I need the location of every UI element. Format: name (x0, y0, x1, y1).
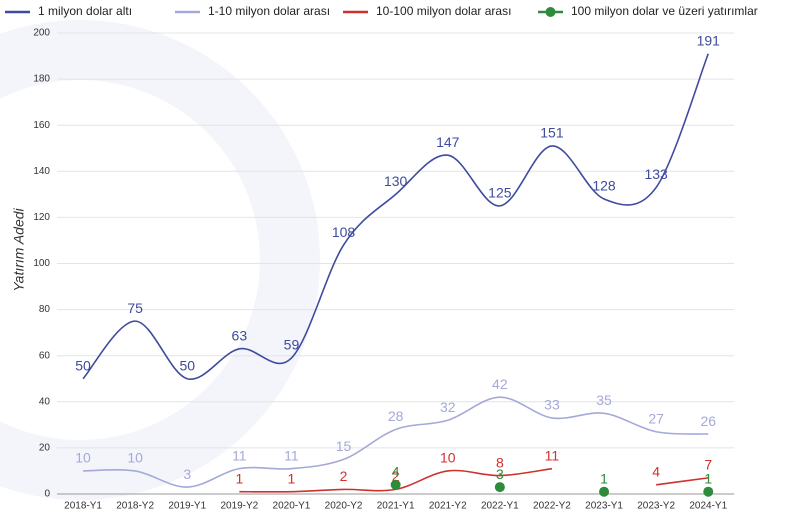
data-label: 63 (232, 327, 248, 343)
data-label: 1 (600, 470, 608, 486)
data-label: 75 (127, 300, 143, 316)
data-label: 191 (697, 32, 721, 48)
legend-marker (545, 7, 556, 17)
y-tick-label: 20 (39, 443, 51, 454)
legend-label: 10-100 milyon dolar arası (376, 4, 511, 18)
y-tick-label: 140 (33, 166, 50, 177)
watermark (0, 20, 320, 500)
data-label: 33 (544, 397, 560, 413)
data-label: 1 (704, 470, 712, 486)
data-label: 2 (340, 468, 348, 484)
y-tick-label: 120 (33, 212, 50, 223)
x-tick-label: 2022-Y2 (533, 501, 571, 512)
data-label: 1 (288, 470, 296, 486)
x-tick-label: 2023-Y2 (637, 501, 675, 512)
data-label: 15 (336, 438, 352, 454)
data-label: 133 (644, 166, 668, 182)
series-line (83, 396, 709, 488)
x-tick-label: 2021-Y2 (429, 501, 467, 512)
data-label: 10 (440, 450, 456, 466)
x-tick-label: 2020-Y1 (273, 501, 311, 512)
data-label: 11 (545, 447, 560, 463)
x-tick-label: 2019-Y2 (220, 501, 258, 512)
data-label: 59 (284, 337, 300, 353)
data-label: 1 (235, 470, 243, 486)
y-tick-label: 80 (39, 304, 51, 315)
data-label: 27 (648, 410, 664, 426)
data-label: 4 (652, 463, 660, 479)
data-label: 7 (704, 457, 712, 473)
series-marker (494, 482, 505, 493)
x-tick-label: 2018-Y2 (116, 501, 154, 512)
x-tick-label: 2020-Y2 (325, 501, 363, 512)
series-line (656, 477, 709, 486)
data-label: 11 (284, 447, 299, 463)
data-label: 3 (496, 466, 504, 482)
data-label: 151 (540, 125, 564, 141)
data-label: 108 (332, 224, 356, 240)
series-line (82, 53, 709, 380)
legend-label: 1 milyon dolar altı (38, 4, 132, 18)
legend-label: 100 milyon dolar ve üzeri yatırımlar (571, 4, 758, 18)
data-label: 8 (496, 454, 504, 470)
y-tick-label: 180 (33, 74, 50, 85)
data-label: 26 (700, 413, 716, 429)
data-label: 11 (232, 447, 247, 463)
x-tick-label: 2024-Y1 (689, 501, 727, 512)
data-label: 10 (127, 450, 143, 466)
y-tick-label: 60 (39, 350, 51, 361)
data-label: 32 (440, 399, 456, 415)
x-tick-label: 2022-Y1 (481, 501, 519, 512)
y-tick-label: 200 (33, 28, 50, 39)
data-label: 50 (179, 357, 195, 373)
data-label: 125 (488, 185, 512, 201)
data-label: 10 (75, 450, 91, 466)
y-tick-label: 0 (44, 489, 50, 500)
series-marker (703, 486, 714, 497)
data-label: 2 (392, 468, 400, 484)
data-label: 42 (492, 376, 508, 392)
y-tick-label: 160 (33, 120, 50, 131)
data-label: 130 (384, 173, 408, 189)
data-label: 35 (596, 392, 612, 408)
data-label: 28 (388, 408, 404, 424)
x-tick-label: 2018-Y1 (64, 501, 102, 512)
data-label: 3 (183, 466, 191, 482)
series-marker (599, 486, 610, 497)
data-label: 4 (392, 463, 400, 479)
x-tick-label: 2023-Y1 (585, 501, 623, 512)
data-label: 128 (592, 178, 616, 194)
y-tick-label: 40 (39, 396, 51, 407)
x-tick-label: 2021-Y1 (377, 501, 415, 512)
series-marker (390, 479, 401, 490)
y-tick-label: 100 (33, 258, 50, 269)
legend-label: 1-10 milyon dolar arası (208, 4, 330, 18)
data-label: 147 (436, 134, 460, 150)
x-tick-label: 2019-Y1 (168, 501, 206, 512)
y-axis-label: Yatırım Adedi (11, 207, 27, 291)
data-label: 50 (75, 357, 91, 373)
